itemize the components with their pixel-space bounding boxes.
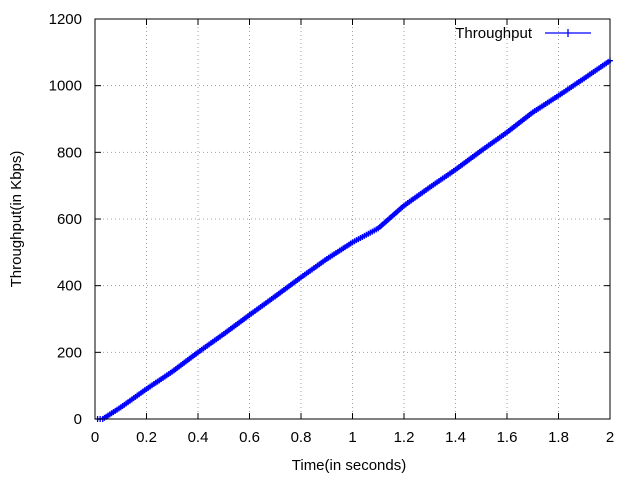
y-tick-label: 1000 — [49, 78, 82, 95]
y-tick-label: 800 — [57, 144, 82, 161]
x-axis-title: Time(in seconds) — [292, 457, 406, 474]
x-tick-label: 0.2 — [136, 429, 157, 446]
y-tick-label: 0 — [74, 411, 82, 428]
x-tick-label: 0.4 — [188, 429, 209, 446]
y-tick-label: 1200 — [49, 11, 82, 28]
tick-layer: 0 0.2 0.4 0.6 0.8 1 1.2 1.4 1.6 1.8 2 0 200 400 600 800… — [49, 11, 615, 446]
x-tick-label: 0 — [91, 429, 99, 446]
legend-label: Throughput — [455, 25, 533, 42]
series-layer — [94, 57, 613, 422]
series-markers — [94, 57, 613, 422]
x-tick-label: 0.8 — [291, 429, 312, 446]
y-tick-label: 600 — [57, 211, 82, 228]
x-tick-label: 2 — [606, 429, 614, 446]
legend: Throughput — [455, 25, 591, 42]
x-tick-label: 1.6 — [497, 429, 518, 446]
y-tick-label: 400 — [57, 278, 82, 295]
x-tick-label: 1 — [348, 429, 356, 446]
x-tick-label: 1.8 — [548, 429, 569, 446]
grid-layer — [95, 19, 610, 419]
y-tick-label: 200 — [57, 344, 82, 361]
x-tick-label: 0.6 — [239, 429, 260, 446]
x-tick-label: 1.2 — [394, 429, 415, 446]
y-axis-title: Throughput(in Kbps) — [8, 151, 25, 288]
x-tick-label: 1.4 — [445, 429, 466, 446]
